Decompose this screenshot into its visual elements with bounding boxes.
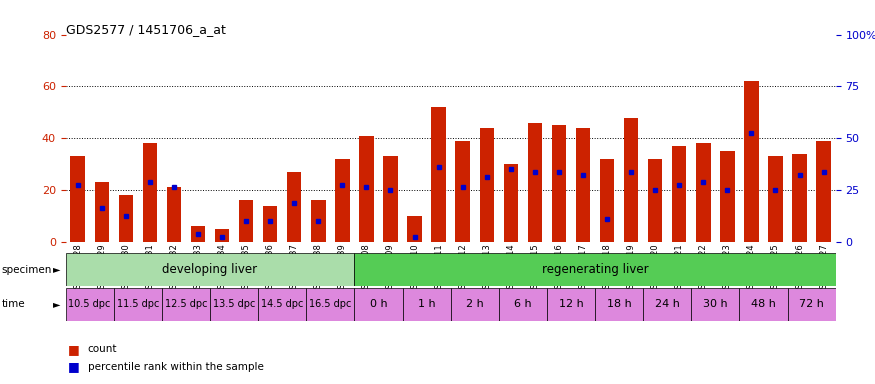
Bar: [600, 159, 614, 242]
Text: 14.5 dpc: 14.5 dpc: [261, 299, 304, 310]
Bar: [402, 288, 451, 321]
Bar: [456, 141, 470, 242]
Text: 13.5 dpc: 13.5 dpc: [213, 299, 256, 310]
Bar: [94, 182, 109, 242]
Bar: [66, 288, 114, 321]
Bar: [768, 156, 783, 242]
Bar: [528, 123, 542, 242]
Text: 30 h: 30 h: [703, 299, 728, 310]
Bar: [354, 253, 836, 286]
Bar: [143, 144, 158, 242]
Bar: [66, 253, 354, 286]
Bar: [788, 288, 836, 321]
Bar: [431, 107, 446, 242]
Bar: [306, 288, 354, 321]
Bar: [499, 288, 547, 321]
Bar: [480, 128, 494, 242]
Bar: [624, 118, 639, 242]
Bar: [210, 288, 258, 321]
Bar: [643, 288, 691, 321]
Bar: [504, 164, 518, 242]
Bar: [408, 216, 422, 242]
Bar: [576, 128, 591, 242]
Bar: [354, 288, 402, 321]
Bar: [239, 200, 254, 242]
Bar: [648, 159, 662, 242]
Text: 6 h: 6 h: [514, 299, 532, 310]
Bar: [167, 187, 181, 242]
Bar: [119, 195, 133, 242]
Bar: [114, 288, 162, 321]
Bar: [215, 229, 229, 242]
Text: count: count: [88, 344, 117, 354]
Bar: [162, 288, 210, 321]
Text: 2 h: 2 h: [466, 299, 484, 310]
Bar: [739, 288, 788, 321]
Bar: [287, 172, 301, 242]
Text: regenerating liver: regenerating liver: [542, 263, 648, 276]
Bar: [793, 154, 807, 242]
Text: time: time: [2, 299, 25, 309]
Text: 11.5 dpc: 11.5 dpc: [116, 299, 159, 310]
Text: 0 h: 0 h: [369, 299, 388, 310]
Text: ■: ■: [68, 360, 80, 373]
Bar: [745, 81, 759, 242]
Bar: [383, 156, 397, 242]
Bar: [547, 288, 595, 321]
Text: percentile rank within the sample: percentile rank within the sample: [88, 362, 263, 372]
Bar: [552, 125, 566, 242]
Text: 72 h: 72 h: [799, 299, 824, 310]
Text: 1 h: 1 h: [417, 299, 436, 310]
Bar: [672, 146, 687, 242]
Bar: [451, 288, 499, 321]
Text: ►: ►: [52, 299, 60, 309]
Text: developing liver: developing liver: [163, 263, 257, 276]
Bar: [263, 206, 277, 242]
Bar: [258, 288, 306, 321]
Bar: [696, 144, 710, 242]
Bar: [312, 200, 326, 242]
Bar: [191, 227, 206, 242]
Bar: [360, 136, 374, 242]
Bar: [595, 288, 643, 321]
Text: 12.5 dpc: 12.5 dpc: [164, 299, 207, 310]
Bar: [335, 159, 350, 242]
Text: specimen: specimen: [2, 265, 52, 275]
Text: GDS2577 / 1451706_a_at: GDS2577 / 1451706_a_at: [66, 23, 226, 36]
Bar: [71, 156, 85, 242]
Text: 12 h: 12 h: [558, 299, 584, 310]
Bar: [816, 141, 831, 242]
Bar: [691, 288, 739, 321]
Text: ►: ►: [52, 265, 60, 275]
Text: 16.5 dpc: 16.5 dpc: [309, 299, 352, 310]
Text: 18 h: 18 h: [606, 299, 632, 310]
Text: 24 h: 24 h: [654, 299, 680, 310]
Text: 10.5 dpc: 10.5 dpc: [68, 299, 111, 310]
Bar: [720, 151, 735, 242]
Text: 48 h: 48 h: [751, 299, 776, 310]
Text: ■: ■: [68, 343, 80, 356]
